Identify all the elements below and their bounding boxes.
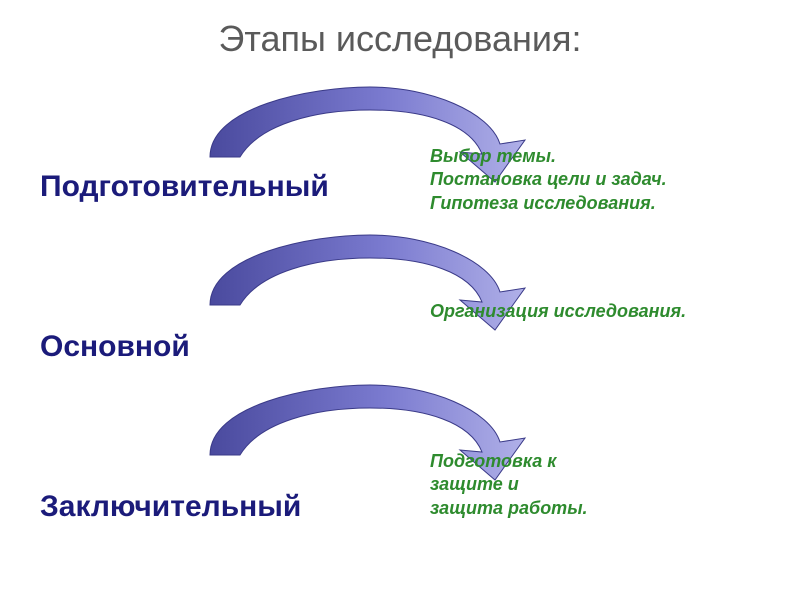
stage-desc-1: Выбор темы. Постановка цели и задач. Гип…	[430, 145, 667, 215]
stage-label-3: Заключительный	[40, 490, 301, 524]
stage-desc-2: Организация исследования.	[430, 300, 686, 323]
stage-label-2: Основной	[40, 330, 190, 364]
arrow-icon-2	[190, 230, 530, 340]
stage-label-1: Подготовительный	[40, 170, 329, 204]
stage-desc-3: Подготовка к защите и защита работы.	[430, 450, 588, 520]
slide: Этапы исследования: Подготовительный Выб…	[0, 0, 800, 600]
slide-title: Этапы исследования:	[0, 18, 800, 60]
